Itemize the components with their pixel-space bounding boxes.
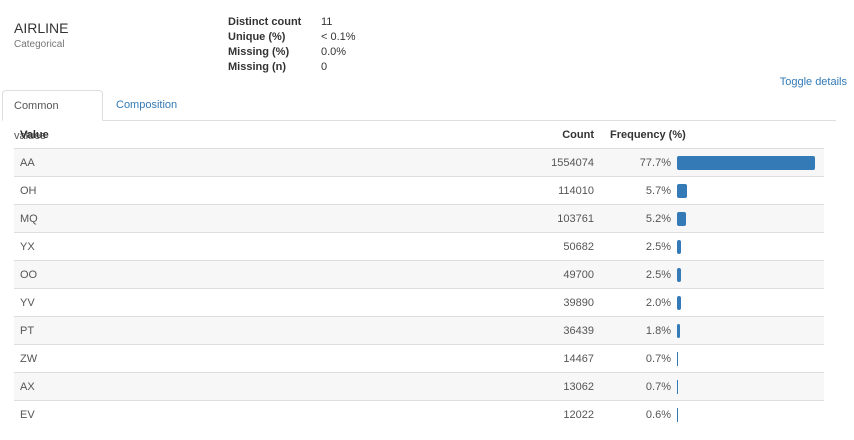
stat-label: Distinct count [228, 16, 302, 28]
row-percent: 5.7% [600, 176, 675, 205]
table-header-row: Value Count Frequency (%) [14, 121, 825, 149]
row-bar-cell [675, 288, 825, 317]
row-bar-cell [675, 204, 825, 233]
stat-value: 0 [321, 61, 328, 73]
stat-value: 11 [321, 16, 333, 28]
row-value: ZW [14, 344, 414, 373]
row-count: 103761 [414, 204, 600, 233]
stat-row: Missing (%) 0.0% [228, 45, 356, 60]
row-percent: 5.2% [600, 204, 675, 233]
frequency-bar [677, 155, 815, 170]
table-row: OO 49700 2.5% [14, 260, 825, 289]
table-row: AX 13062 0.7% [14, 372, 825, 401]
table-row: MQ 103761 5.2% [14, 204, 825, 233]
row-bar-cell [675, 316, 825, 345]
table-row: ZW 14467 0.7% [14, 344, 825, 373]
row-value: YV [14, 288, 414, 317]
variable-name: AIRLINE [14, 20, 69, 36]
table-row: EV 12022 0.6% [14, 400, 825, 428]
row-count: 14467 [414, 344, 600, 373]
table-row: PT 36439 1.8% [14, 316, 825, 345]
tab-common-values[interactable]: Common values [2, 90, 103, 142]
row-percent: 0.7% [600, 372, 675, 401]
stat-row: Missing (n) 0 [228, 60, 356, 75]
row-value: YX [14, 232, 414, 261]
stat-label: Missing (%) [228, 46, 290, 58]
row-count: 49700 [414, 260, 600, 289]
row-percent: 0.7% [600, 344, 675, 373]
variable-type: Categorical [14, 39, 65, 50]
row-count: 13062 [414, 372, 600, 401]
row-percent: 0.6% [600, 400, 675, 428]
count-column-header: Count [414, 121, 600, 149]
row-count: 1554074 [414, 148, 600, 177]
row-bar-cell [675, 400, 825, 428]
row-bar-cell [675, 232, 825, 261]
stat-label: Missing (n) [228, 61, 287, 73]
row-bar-cell [675, 148, 825, 177]
table-row: YV 39890 2.0% [14, 288, 825, 317]
row-value: EV [14, 400, 414, 428]
row-count: 12022 [414, 400, 600, 428]
stat-value: 0.0% [321, 46, 347, 58]
frequency-bar [677, 379, 678, 394]
row-count: 50682 [414, 232, 600, 261]
frequency-table: Value Count Frequency (%) AA 1554074 77.7%… [14, 121, 825, 428]
frequency-column-header: Frequency (%) [600, 121, 825, 149]
stat-row: Unique (%) < 0.1% [228, 30, 356, 45]
stat-value: < 0.1% [321, 31, 356, 43]
frequency-table-body: AA 1554074 77.7% OH 114010 5.7% MQ 103761 5.2% YX… [14, 148, 825, 428]
row-percent: 77.7% [600, 148, 675, 177]
tab-bar: Common values Composition [2, 90, 836, 142]
stats-table: Distinct count 11 Unique (%) < 0.1% Miss… [228, 15, 356, 75]
row-value: MQ [14, 204, 414, 233]
frequency-bar [677, 211, 686, 226]
stat-row: Distinct count 11 [228, 15, 356, 30]
stat-label: Unique (%) [228, 31, 286, 43]
frequency-bar [677, 323, 680, 338]
table-row: OH 114010 5.7% [14, 176, 825, 205]
value-column-header: Value [14, 121, 414, 149]
tab-composition[interactable]: Composition [116, 99, 178, 111]
row-percent: 2.0% [600, 288, 675, 317]
frequency-bar [677, 351, 678, 366]
row-bar-cell [675, 260, 825, 289]
frequency-bar [677, 267, 681, 282]
row-value: OO [14, 260, 414, 289]
row-count: 114010 [414, 176, 600, 205]
row-percent: 2.5% [600, 260, 675, 289]
row-value: OH [14, 176, 414, 205]
frequency-bar [677, 295, 681, 310]
row-bar-cell [675, 344, 825, 373]
row-bar-cell [675, 372, 825, 401]
toggle-details-link[interactable]: Toggle details [779, 76, 847, 88]
frequency-bar [677, 239, 681, 254]
row-count: 39890 [414, 288, 600, 317]
row-bar-cell [675, 176, 825, 205]
row-value: AA [14, 148, 414, 177]
row-value: AX [14, 372, 414, 401]
frequency-bar [677, 183, 687, 198]
row-percent: 1.8% [600, 316, 675, 345]
row-count: 36439 [414, 316, 600, 345]
frequency-bar [677, 407, 678, 422]
row-percent: 2.5% [600, 232, 675, 261]
row-value: PT [14, 316, 414, 345]
table-row: YX 50682 2.5% [14, 232, 825, 261]
table-row: AA 1554074 77.7% [14, 148, 825, 177]
